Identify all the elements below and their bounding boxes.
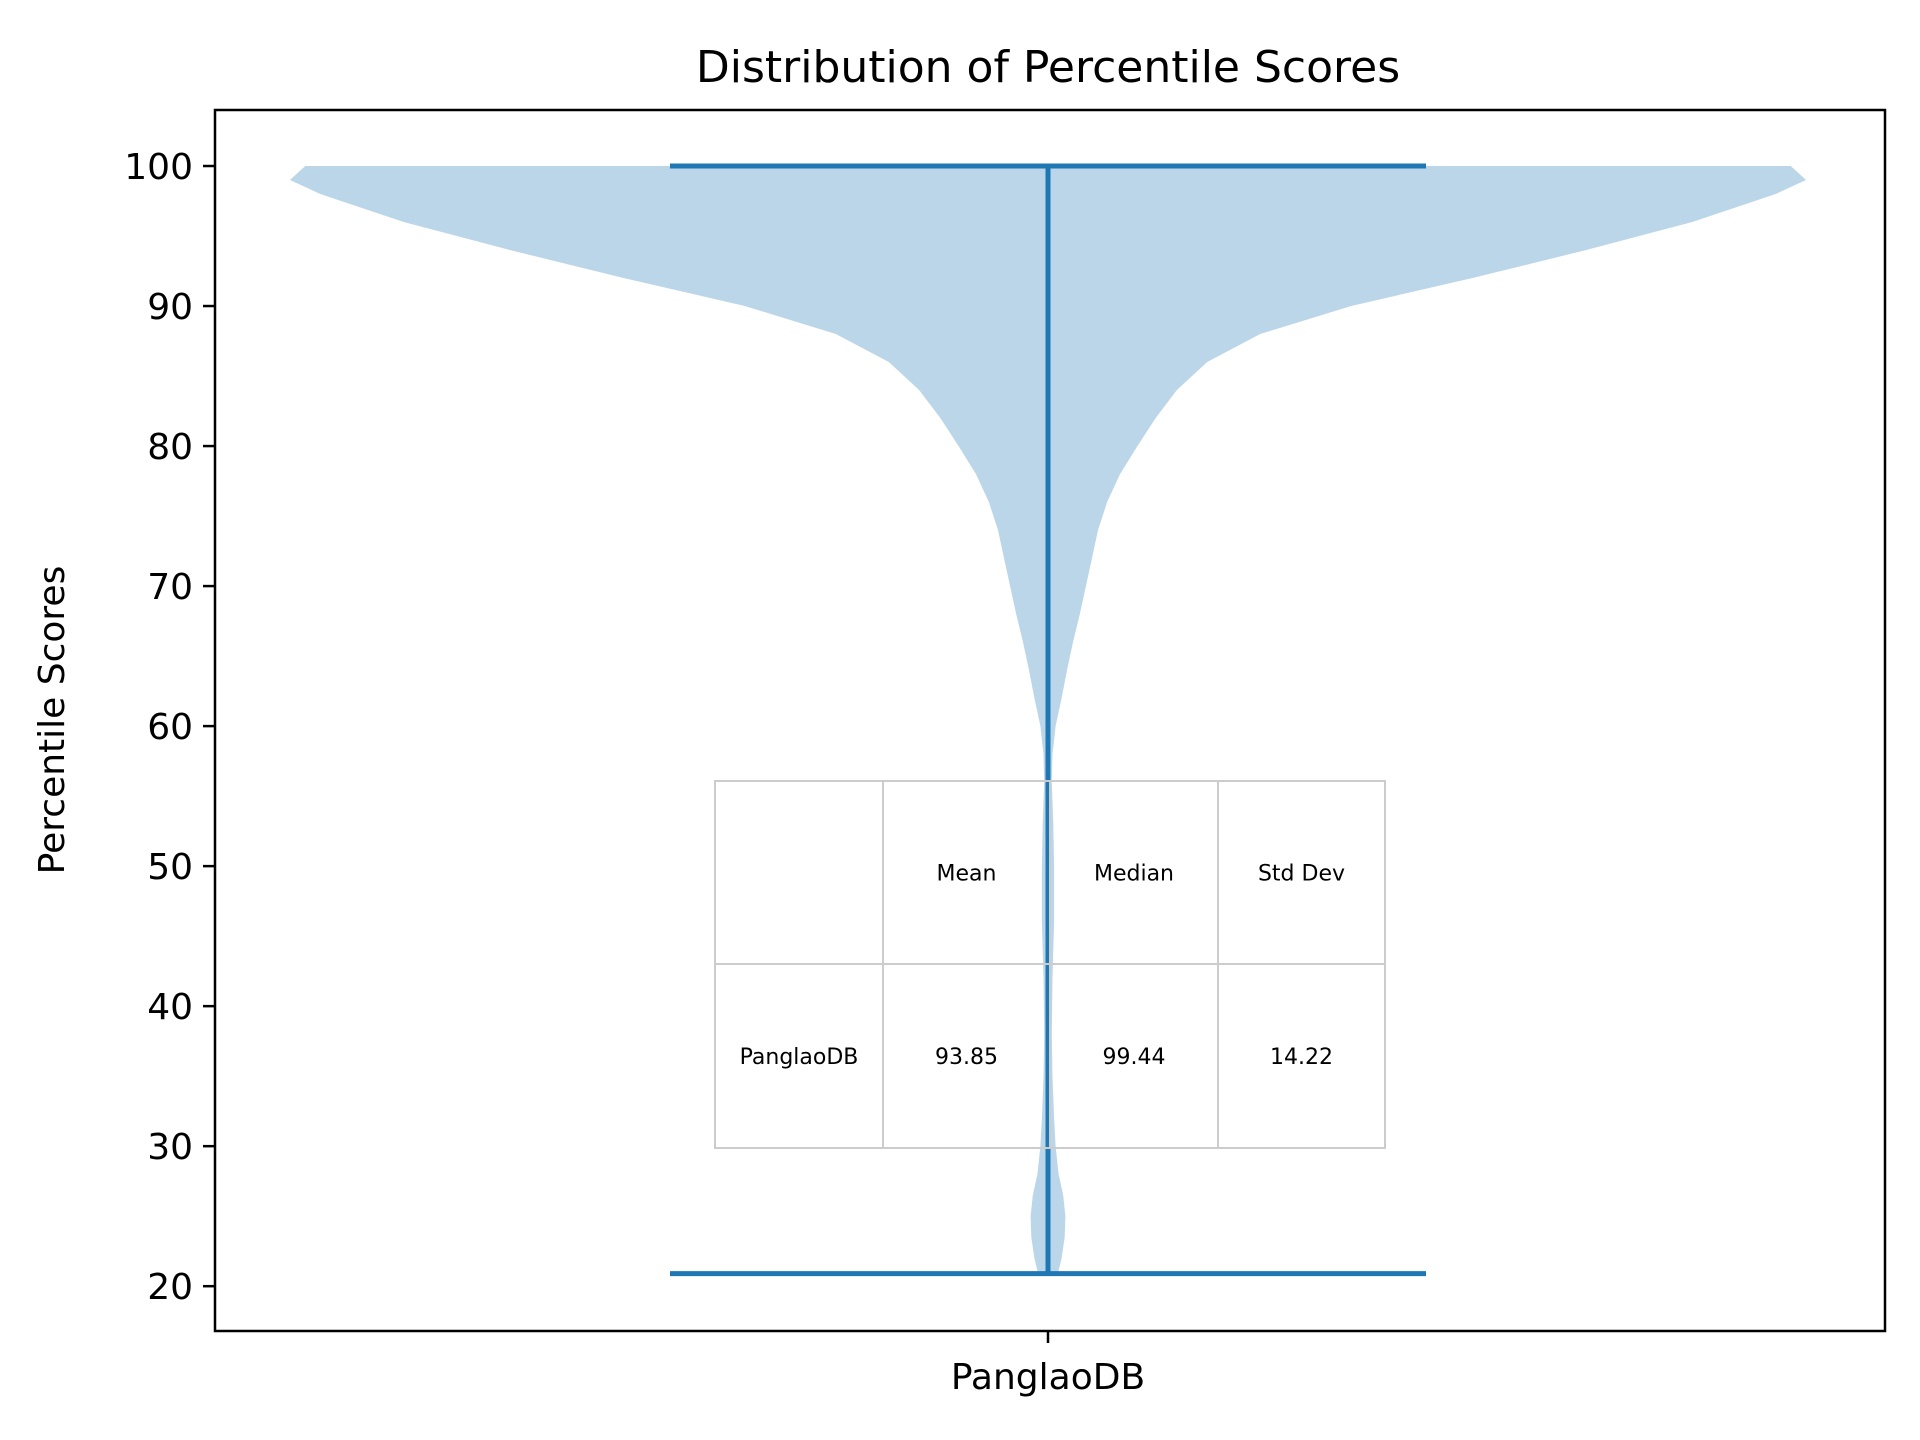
y-tick-label: 60 — [147, 707, 193, 748]
x-tick-label: PanglaoDB — [951, 1357, 1145, 1398]
plot-frame — [213, 108, 1887, 1333]
table-cell: 14.22 — [1217, 963, 1386, 1149]
y-tick-label: 100 — [124, 147, 193, 188]
y-tick-label: 40 — [147, 987, 193, 1028]
table-cell-border — [1217, 963, 1386, 1149]
axes: 20 30 40 50 60 70 80 90 100 PanglaoDB — [124, 108, 1887, 1398]
table-cell-text: 99.44 — [1103, 1045, 1166, 1070]
chart-title: Distribution of Percentile Scores — [696, 42, 1400, 93]
table-cell-text: PanglaoDB — [740, 1045, 859, 1070]
table-cell-text: 14.22 — [1270, 1045, 1333, 1070]
table-cell-text: Mean — [937, 862, 997, 887]
y-tick-label: 20 — [147, 1267, 193, 1308]
y-tick-label: 90 — [147, 287, 193, 328]
table-cell-text: Median — [1094, 862, 1174, 887]
y-tick-label: 30 — [147, 1127, 193, 1168]
violin-layer — [290, 163, 1806, 1277]
y-tick-label: 50 — [147, 847, 193, 888]
table-cell-text: Std Dev — [1258, 862, 1345, 887]
y-tick-label: 80 — [147, 427, 193, 468]
table-cell: 93.85 — [882, 963, 1051, 1149]
table-cell-text: 93.85 — [935, 1045, 998, 1070]
stats-table: Mean Median Std Dev PanglaoDB 93.85 99.44 14.2… — [714, 780, 1386, 1149]
y-tick-label: 70 — [147, 567, 193, 608]
table-cell: 99.44 — [1049, 963, 1219, 1149]
y-axis-label: Percentile Scores — [32, 566, 73, 875]
